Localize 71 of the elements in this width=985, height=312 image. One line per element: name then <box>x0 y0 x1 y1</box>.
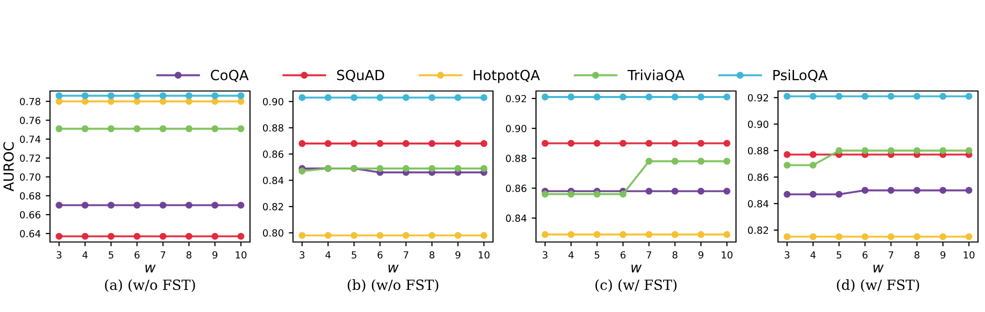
x-tick-label: 6 <box>620 251 626 259</box>
y-tick-label: 0.88 <box>262 124 284 132</box>
y-tick-label: 0.66 <box>20 211 40 218</box>
x-tick-label: 9 <box>455 251 460 259</box>
x-axis-title: w <box>146 264 156 272</box>
x-tick-label: 7 <box>646 251 652 258</box>
y-tick-label: 0.84 <box>506 214 526 222</box>
x-tick-label: 8 <box>672 251 678 259</box>
x-tick-label: 3 <box>542 251 548 259</box>
x-tick-label: 5 <box>352 251 356 259</box>
y-tick-label: 0.84 <box>262 176 284 184</box>
y-tick-label: 0.92 <box>506 94 526 102</box>
x-axis-title: w <box>388 264 399 272</box>
x-tick-label: 3 <box>56 251 62 259</box>
text: (d) (w/ FST) <box>836 279 920 292</box>
x-tick-label: 10 <box>964 251 974 259</box>
y-tick-label: 0.64 <box>20 230 40 238</box>
x-tick-label: 3 <box>300 251 304 259</box>
legend-label: PsiLoQA <box>773 70 828 82</box>
x-tick-label: 6 <box>862 251 868 259</box>
x-tick-label: 7 <box>160 251 166 258</box>
y-tick-label: 0.82 <box>262 203 283 210</box>
x-tick-label: 10 <box>236 251 246 259</box>
y-tick-label: 0.78 <box>20 98 40 106</box>
y-tick-label: 0.90 <box>506 124 526 132</box>
y-tick-label: 0.68 <box>20 192 40 200</box>
y-tick-label: 0.70 <box>20 173 40 181</box>
legend-label: TriviaQA <box>627 70 684 82</box>
x-tick-label: 7 <box>888 251 894 258</box>
x-tick-label: 4 <box>325 251 331 258</box>
y-tick-label: 0.80 <box>262 229 284 237</box>
y-tick-label: 0.72 <box>20 154 40 162</box>
x-tick-label: 9 <box>212 251 218 259</box>
x-tick-label: 10 <box>722 251 732 259</box>
y-axis-title: AUROC <box>3 142 14 192</box>
x-tick-label: 3 <box>784 251 790 259</box>
x-tick-label: 5 <box>836 251 842 259</box>
y-tick-label: 0.92 <box>748 94 768 102</box>
x-tick-label: 7 <box>404 251 408 258</box>
y-tick-label: 0.86 <box>748 174 768 181</box>
text: (a) (w/o FST) <box>105 279 195 292</box>
legend-label: CoQA <box>210 70 249 82</box>
x-tick-label: 6 <box>134 251 140 259</box>
text: (b) (w/o FST) <box>348 279 438 292</box>
y-tick-label: 0.86 <box>506 184 526 192</box>
x-tick-label: 10 <box>478 251 490 259</box>
y-tick-label: 0.88 <box>748 147 768 154</box>
x-tick-label: 8 <box>186 251 192 259</box>
x-tick-label: 4 <box>82 251 88 258</box>
y-tick-label: 0.90 <box>262 98 284 106</box>
x-axis-title: w <box>874 264 884 272</box>
x-tick-label: 4 <box>568 251 574 258</box>
x-axis-title: w <box>632 264 642 272</box>
y-tick-label: 0.90 <box>748 120 768 128</box>
y-tick-label: 0.76 <box>20 116 40 124</box>
x-tick-label: 8 <box>914 251 920 259</box>
x-tick-label: 5 <box>108 251 114 259</box>
x-tick-label: 8 <box>430 251 434 259</box>
x-tick-label: 5 <box>594 251 600 259</box>
x-tick-label: 4 <box>810 251 816 258</box>
legend-label: SQuAD <box>337 70 384 82</box>
y-tick-label: 0.74 <box>20 136 40 143</box>
x-tick-label: 9 <box>698 251 704 259</box>
text: (c) (w/ FST) <box>595 279 677 292</box>
x-tick-label: 9 <box>940 251 946 259</box>
x-tick-label: 6 <box>378 251 382 259</box>
y-tick-label: 0.82 <box>748 226 768 234</box>
legend-label: HotpotQA <box>474 70 540 83</box>
y-tick-label: 0.86 <box>262 150 284 158</box>
y-tick-label: 0.84 <box>748 200 768 208</box>
y-tick-label: 0.88 <box>506 154 526 162</box>
